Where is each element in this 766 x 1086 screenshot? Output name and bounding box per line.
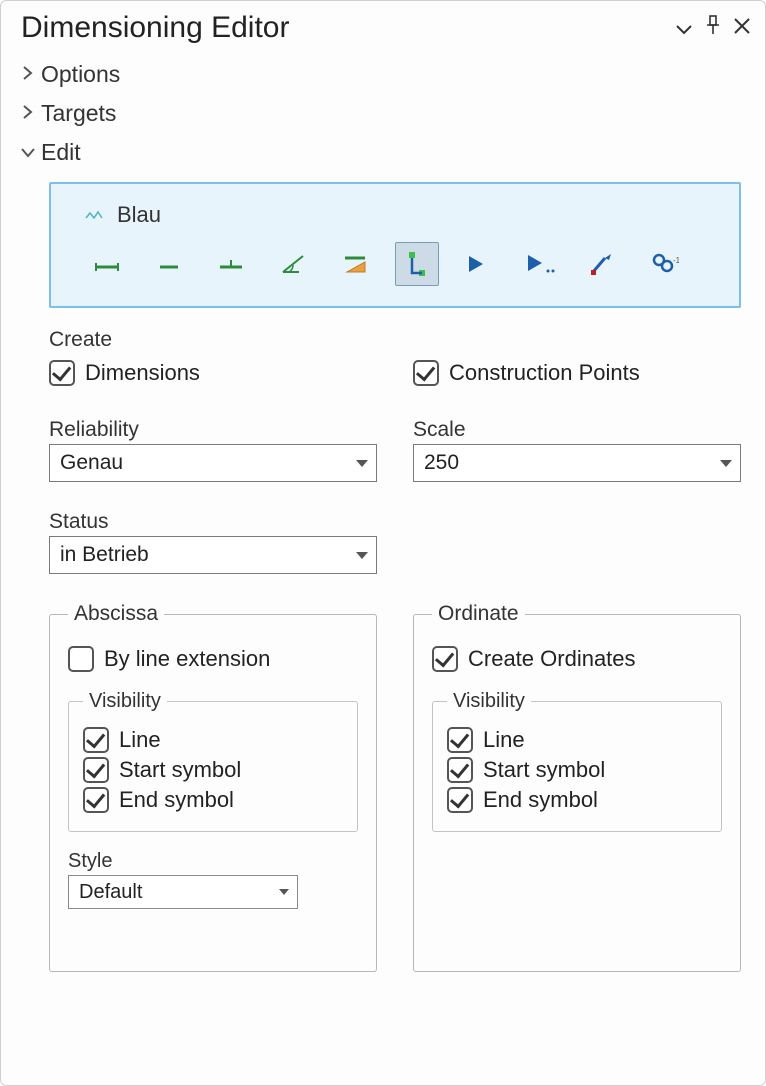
ord-vis-line-row[interactable]: Line (447, 727, 707, 753)
style-name-row: Blau (85, 202, 717, 228)
abscissa-legend: Abscissa (68, 602, 164, 626)
tool-dim-1[interactable] (85, 242, 129, 286)
dimensions-checkbox-row[interactable]: Dimensions (49, 360, 377, 386)
by-line-ext-checkbox[interactable] (68, 646, 94, 672)
tool-arrow-2[interactable] (519, 242, 563, 286)
ord-vis-end-row[interactable]: End symbol (447, 787, 707, 813)
abscissa-group: Abscissa By line extension Visibility Li… (49, 602, 377, 972)
section-targets-label: Targets (41, 100, 116, 127)
caret-down-icon (356, 552, 368, 559)
abs-vis-end-row[interactable]: End symbol (83, 787, 343, 813)
abs-vis-start-row[interactable]: Start symbol (83, 757, 343, 783)
dimensions-checkbox[interactable] (49, 360, 75, 386)
ord-vis-line-label: Line (483, 727, 525, 753)
ord-vis-start-checkbox[interactable] (447, 757, 473, 783)
svg-text:-1: -1 (673, 256, 679, 265)
tool-angle[interactable] (271, 242, 315, 286)
style-name: Blau (117, 202, 161, 228)
chevron-down-icon (21, 142, 35, 163)
scale-value: 250 (424, 451, 459, 475)
abs-vis-line-label: Line (119, 727, 161, 753)
tool-arrow-1[interactable] (457, 242, 501, 286)
abs-vis-line-checkbox[interactable] (83, 727, 109, 753)
close-icon[interactable] (733, 15, 751, 41)
by-line-ext-label: By line extension (104, 646, 270, 672)
scale-label: Scale (413, 418, 741, 442)
ordinate-visibility-group: Visibility Line Start symbol End symbol (432, 690, 722, 832)
abscissa-visibility-group: Visibility Line Start symbol End symbol (68, 690, 358, 832)
create-label: Create (49, 328, 741, 352)
create-ordinates-checkbox[interactable] (432, 646, 458, 672)
reliability-value: Genau (60, 451, 123, 475)
edit-body: Blau (1, 172, 765, 982)
caret-down-icon (356, 460, 368, 467)
abs-vis-end-label: End symbol (119, 787, 234, 813)
tool-row: -1 (85, 242, 717, 286)
panel-header: Dimensioning Editor (1, 5, 765, 55)
panel-header-controls (675, 15, 751, 41)
section-edit[interactable]: Edit (1, 133, 765, 172)
pin-icon[interactable] (705, 15, 721, 41)
reliability-select[interactable]: Genau (49, 444, 377, 482)
abs-vis-end-checkbox[interactable] (83, 787, 109, 813)
reliability-label: Reliability (49, 418, 377, 442)
caret-down-icon (720, 460, 732, 467)
abs-style-value: Default (79, 881, 142, 904)
tool-edit-point[interactable] (581, 242, 625, 286)
create-ordinates-row[interactable]: Create Ordinates (432, 646, 722, 672)
caret-down-icon (279, 889, 289, 895)
abs-style-select[interactable]: Default (68, 875, 298, 909)
tool-dim-3[interactable] (209, 242, 253, 286)
style-preview-box: Blau (49, 182, 741, 308)
ordinate-legend: Ordinate (432, 602, 525, 626)
construction-checkbox[interactable] (413, 360, 439, 386)
collapse-icon[interactable] (675, 15, 693, 41)
section-options[interactable]: Options (1, 55, 765, 94)
section-edit-label: Edit (41, 139, 81, 166)
tool-offset-active[interactable] (395, 242, 439, 286)
scale-select[interactable]: 250 (413, 444, 741, 482)
by-line-ext-row[interactable]: By line extension (68, 646, 358, 672)
abs-vis-start-checkbox[interactable] (83, 757, 109, 783)
ord-vis-end-label: End symbol (483, 787, 598, 813)
tool-link[interactable]: -1 (643, 242, 687, 286)
abs-style-label: Style (68, 850, 358, 873)
section-targets[interactable]: Targets (1, 94, 765, 133)
ord-vis-start-label: Start symbol (483, 757, 605, 783)
abs-vis-start-label: Start symbol (119, 757, 241, 783)
status-select[interactable]: in Betrieb (49, 536, 377, 574)
panel-title: Dimensioning Editor (21, 11, 675, 45)
ord-vis-start-row[interactable]: Start symbol (447, 757, 707, 783)
chevron-right-icon (21, 64, 35, 85)
chevron-right-icon (21, 103, 35, 124)
status-label: Status (49, 510, 377, 534)
dimensioning-editor-panel: Dimensioning Editor Options Targets E (0, 0, 766, 1086)
construction-label: Construction Points (449, 360, 640, 386)
abs-vis-line-row[interactable]: Line (83, 727, 343, 753)
ordinate-visibility-legend: Visibility (447, 690, 531, 713)
tool-dim-2[interactable] (147, 242, 191, 286)
dimensions-label: Dimensions (85, 360, 200, 386)
style-swatch-icon (85, 209, 103, 221)
section-options-label: Options (41, 61, 120, 88)
abscissa-visibility-legend: Visibility (83, 690, 167, 713)
create-ordinates-label: Create Ordinates (468, 646, 636, 672)
ord-vis-line-checkbox[interactable] (447, 727, 473, 753)
construction-checkbox-row[interactable]: Construction Points (413, 360, 741, 386)
tool-slope[interactable] (333, 242, 377, 286)
status-value: in Betrieb (60, 543, 149, 567)
ord-vis-end-checkbox[interactable] (447, 787, 473, 813)
ordinate-group: Ordinate Create Ordinates Visibility Lin… (413, 602, 741, 972)
